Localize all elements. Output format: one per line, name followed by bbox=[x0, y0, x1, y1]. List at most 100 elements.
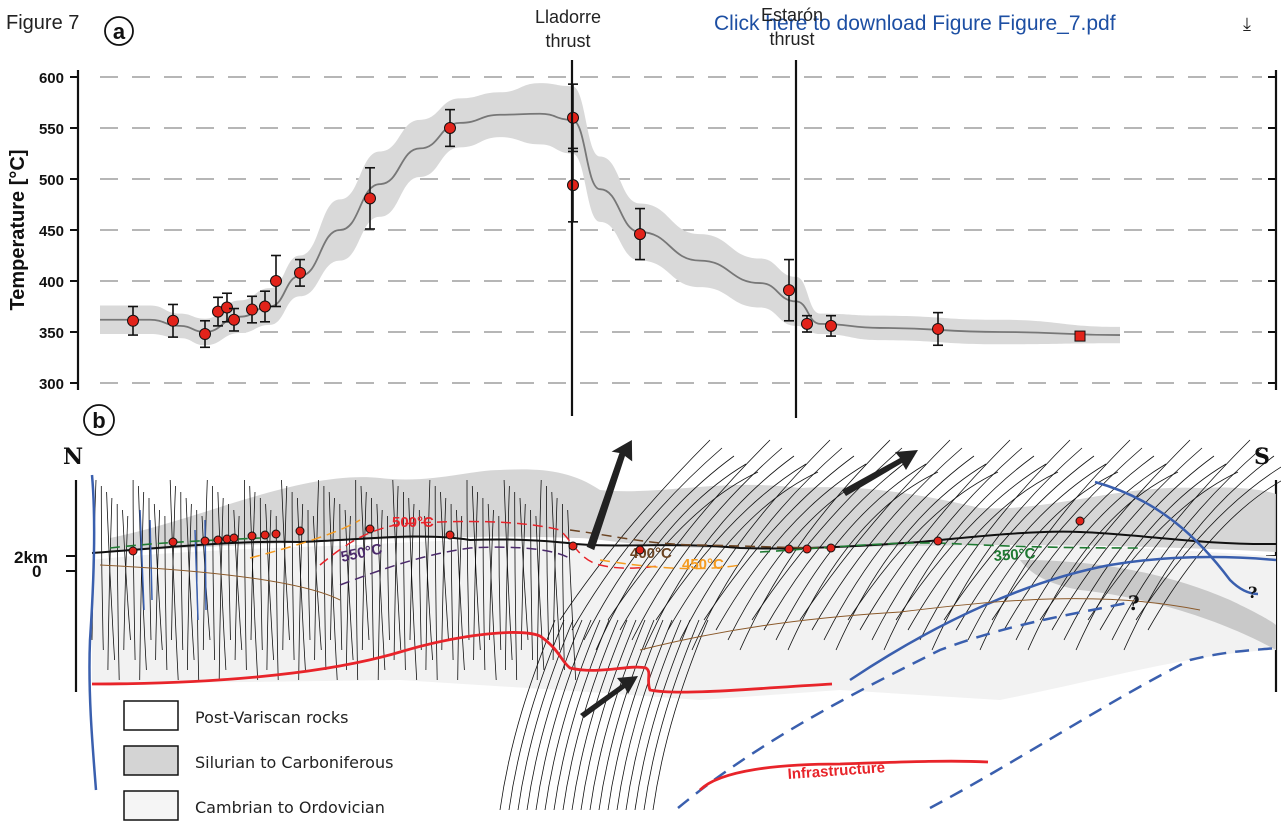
cleavage-line bbox=[544, 619, 601, 811]
isotherm-400 bbox=[569, 529, 841, 549]
cleavage-line bbox=[775, 463, 927, 641]
cleavage-line bbox=[967, 471, 1119, 641]
cleavage-line bbox=[164, 515, 168, 671]
cleavage-line bbox=[847, 471, 999, 621]
cleavage-line bbox=[691, 447, 843, 651]
cleavage-line bbox=[249, 485, 259, 681]
cleavage-line bbox=[562, 503, 565, 671]
section-point bbox=[229, 533, 239, 543]
cleavage-line bbox=[883, 455, 1035, 651]
data-point bbox=[364, 192, 376, 205]
isotherm-500 bbox=[319, 520, 661, 569]
data-point bbox=[259, 300, 271, 313]
cleavage-line bbox=[871, 447, 1023, 641]
isotherm-label-350: 350°C bbox=[993, 545, 1036, 565]
cleavage-line bbox=[514, 491, 518, 681]
cleavage-line bbox=[763, 455, 915, 631]
cleavage-line bbox=[425, 479, 431, 671]
data-point bbox=[634, 228, 646, 241]
cleavage-line bbox=[153, 503, 163, 651]
cleavage-line bbox=[392, 479, 402, 651]
section-point bbox=[247, 531, 257, 541]
cleavage-line bbox=[546, 485, 549, 641]
cleavage-line bbox=[218, 497, 224, 681]
section-point bbox=[260, 530, 270, 540]
cleavage-line bbox=[487, 503, 497, 681]
cleavage-line bbox=[403, 491, 406, 671]
cleavage-lines bbox=[91, 439, 1281, 811]
cleavage-line bbox=[535, 515, 545, 671]
cleavage-line bbox=[450, 503, 454, 661]
legend-label-silurian: Silurian to Carboniferous bbox=[195, 753, 393, 772]
cleavage-line bbox=[323, 485, 327, 671]
section-point bbox=[1075, 516, 1085, 526]
cleavage-line bbox=[552, 497, 558, 661]
cleavage-line bbox=[297, 497, 306, 671]
infrastructure-top bbox=[91, 631, 833, 694]
cleavage-line bbox=[244, 479, 247, 671]
cleavage-line bbox=[498, 515, 502, 651]
download-link[interactable]: Click here to download Figure Figure_7.p… bbox=[714, 12, 1116, 35]
cleavage-line bbox=[1111, 447, 1263, 641]
depth-label-0: 0 bbox=[32, 562, 41, 581]
cleavage-line bbox=[259, 497, 263, 651]
south-label: S bbox=[1254, 444, 1270, 470]
section-point bbox=[802, 544, 812, 554]
cleavage-line bbox=[508, 619, 565, 811]
cleavage-line bbox=[250, 491, 256, 641]
cleavage-line bbox=[526, 619, 583, 811]
cleavage-line bbox=[377, 509, 383, 681]
cleavage-line bbox=[551, 491, 561, 651]
data-point bbox=[294, 266, 306, 279]
cleavage-line bbox=[106, 491, 115, 661]
cleavage-line bbox=[409, 503, 415, 641]
cleavage-line bbox=[607, 471, 759, 621]
cleavage-line bbox=[751, 447, 903, 621]
cleavage-line bbox=[355, 479, 359, 681]
legend-label-post-variscan: Post-Variscan rocks bbox=[195, 708, 348, 727]
cleavage-line bbox=[835, 463, 987, 651]
legend-swatch-silurian bbox=[123, 745, 179, 776]
cleavage-line bbox=[155, 509, 160, 661]
cleavage-line bbox=[979, 439, 1131, 651]
cleavage-line bbox=[535, 619, 592, 811]
cleavage-line bbox=[811, 447, 963, 631]
cleavage-line bbox=[1027, 471, 1179, 651]
cleavage-line bbox=[667, 471, 819, 631]
cleavage-line bbox=[652, 619, 709, 811]
cleavage-line bbox=[139, 491, 145, 681]
cleavage-line bbox=[536, 479, 542, 681]
y-tick-label: 400 bbox=[39, 274, 64, 291]
section-point bbox=[365, 524, 375, 534]
cleavage-line bbox=[312, 515, 322, 651]
legend-swatch-post-variscan bbox=[123, 700, 179, 731]
y-tick-label: 300 bbox=[39, 376, 64, 393]
cleavage-line bbox=[634, 619, 691, 811]
isotherm-350 bbox=[109, 537, 1141, 553]
y-axis-label: Temperature [°C] bbox=[7, 150, 29, 311]
cleavage-line bbox=[314, 479, 319, 661]
panel-b-label: b bbox=[92, 408, 105, 433]
section-point bbox=[933, 536, 943, 546]
cleavage-line bbox=[655, 463, 807, 621]
cleavage-line bbox=[180, 491, 184, 651]
isotherm-label-450: 450°C bbox=[682, 556, 724, 573]
cleavage-line bbox=[787, 471, 939, 651]
silurian-carboniferous-band bbox=[110, 469, 1276, 552]
cleavage-line bbox=[441, 497, 447, 651]
section-point bbox=[271, 529, 281, 539]
section-point bbox=[826, 543, 836, 553]
cleavage-line bbox=[440, 491, 449, 641]
isotherm-label-500: 500°C bbox=[392, 514, 434, 531]
section-point bbox=[445, 530, 455, 540]
download-icon[interactable]: ⤓ bbox=[1243, 14, 1251, 35]
cleavage-line bbox=[360, 485, 370, 641]
y-tick-label: 500 bbox=[39, 172, 64, 189]
cleavage-line bbox=[107, 497, 113, 671]
data-point bbox=[127, 314, 139, 327]
cleavage-line bbox=[1147, 480, 1281, 631]
cleavage-line bbox=[171, 485, 176, 641]
cleavage-line bbox=[571, 447, 723, 631]
cleavage-line bbox=[943, 455, 1095, 621]
y-tick-label: 550 bbox=[39, 121, 64, 138]
